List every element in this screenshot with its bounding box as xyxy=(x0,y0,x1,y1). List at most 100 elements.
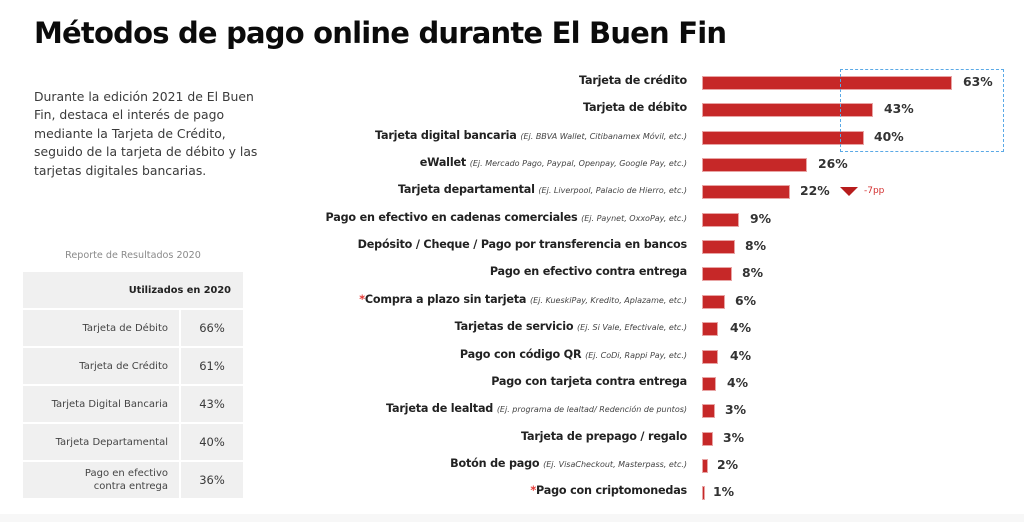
bar xyxy=(702,294,725,309)
bar xyxy=(702,267,732,282)
down-triangle-icon xyxy=(840,186,858,196)
value-label: 26% xyxy=(818,156,848,172)
asterisk-marker: * xyxy=(359,292,365,306)
category-label: Tarjetas de servicio (Ej. Si Vale, Efect… xyxy=(455,320,687,333)
chart-row: Tarjeta de crédito 63% xyxy=(270,73,1010,93)
category-example: (Ej. Liverpool, Palacio de Hierro, etc.) xyxy=(538,186,687,196)
category-label: eWallet (Ej. Mercado Pago, Paypal, Openp… xyxy=(420,156,687,169)
category-label: Tarjeta de lealtad (Ej. programa de leal… xyxy=(386,402,687,415)
value-label: 1% xyxy=(713,484,735,500)
report-row-label: Tarjeta Digital Bancaria xyxy=(23,386,181,424)
category-example: (Ej. KueskiPay, Kredito, Aplazame, etc.) xyxy=(529,295,687,305)
report-row-value: 61% xyxy=(181,348,243,386)
bottom-band xyxy=(0,514,1024,522)
category-name: Tarjeta de débito xyxy=(582,101,687,115)
report-row-label: Tarjeta Departamental xyxy=(23,424,181,462)
value-label: 3% xyxy=(723,429,745,445)
report-table-header: Utilizados en 2020 xyxy=(23,272,243,310)
highlight-box xyxy=(840,69,1004,152)
chart-row: Botón de pago (Ej. VisaCheckout, Masterp… xyxy=(270,456,1010,476)
page-title: Métodos de pago online durante El Buen F… xyxy=(34,16,727,50)
chart-row: Pago con tarjeta contra entrega 4% xyxy=(270,374,1010,394)
report-table: Utilizados en 2020 Tarjeta de Débito 66%… xyxy=(23,272,243,500)
chart-row: Pago en efectivo contra entrega 8% xyxy=(270,264,1010,284)
delta-label: -7pp xyxy=(864,186,885,196)
bar xyxy=(702,458,708,473)
chart-row: *Compra a plazo sin tarjeta (Ej. KueskiP… xyxy=(270,292,1010,312)
report-row-value: 66% xyxy=(181,310,243,348)
category-label: Tarjeta de débito xyxy=(583,101,687,114)
category-example: (Ej. Mercado Pago, Paypal, Openpay, Goog… xyxy=(469,159,687,169)
bar xyxy=(702,158,807,173)
value-label: 2% xyxy=(717,456,739,472)
value-label: 9% xyxy=(750,210,772,226)
chart-row: *Pago con criptomonedas 1% xyxy=(270,483,1010,503)
report-caption: Reporte de Resultados 2020 xyxy=(65,250,201,261)
bar xyxy=(702,431,713,446)
category-example: (Ej. Paynet, OxxoPay, etc.) xyxy=(581,213,687,223)
chart-row: eWallet (Ej. Mercado Pago, Paypal, Openp… xyxy=(270,155,1010,175)
category-name: Pago con código QR xyxy=(459,347,582,361)
category-label: Tarjeta digital bancaria (Ej. BBVA Walle… xyxy=(375,129,687,142)
chart-row: Pago en efectivo en cadenas comerciales … xyxy=(270,210,1010,230)
category-name: Tarjetas de servicio xyxy=(454,320,574,334)
report-row-value: 36% xyxy=(181,462,243,500)
chart-row: Depósito / Cheque / Pago por transferenc… xyxy=(270,237,1010,257)
value-label: 40% xyxy=(874,128,904,144)
value-label: 8% xyxy=(742,265,764,281)
value-label: 4% xyxy=(727,374,749,390)
category-example: (Ej. VisaCheckout, Masterpass, etc.) xyxy=(543,459,687,469)
bar xyxy=(702,103,873,118)
bar xyxy=(702,376,716,391)
category-label: Pago con tarjeta contra entrega xyxy=(491,375,687,388)
category-label: Pago en efectivo en cadenas comerciales … xyxy=(326,211,687,224)
value-label: 8% xyxy=(745,238,767,254)
chart-row: Tarjeta de lealtad (Ej. programa de leal… xyxy=(270,401,1010,421)
category-name: Tarjeta de lealtad xyxy=(386,402,494,416)
category-label: *Pago con criptomonedas xyxy=(530,484,687,497)
report-row-label: Tarjeta de Crédito xyxy=(23,348,181,386)
report-table-row: Tarjeta Departamental 40% xyxy=(23,424,243,462)
report-table-row: Pago en efectivo contra entrega 36% xyxy=(23,462,243,500)
chart-row: Tarjetas de servicio (Ej. Si Vale, Efect… xyxy=(270,319,1010,339)
category-example: (Ej. programa de lealtad/ Redención de p… xyxy=(496,405,687,415)
category-name: Tarjeta digital bancaria xyxy=(375,128,517,142)
value-label: 22% xyxy=(800,183,830,199)
category-label: Tarjeta de crédito xyxy=(579,74,687,87)
asterisk-marker: * xyxy=(530,484,537,498)
bar xyxy=(702,76,952,90)
value-label: 43% xyxy=(884,101,914,117)
intro-paragraph: Durante la edición 2021 de El Buen Fin, … xyxy=(34,89,258,178)
category-example: (Ej. BBVA Wallet, Citibanamex Móvil, etc… xyxy=(520,131,687,141)
category-label: Pago con código QR (Ej. CoDi, Rappi Pay,… xyxy=(460,348,687,361)
chart-row: Tarjeta digital bancaria (Ej. BBVA Walle… xyxy=(270,128,1010,148)
value-label: 4% xyxy=(730,347,752,363)
value-label: 3% xyxy=(725,402,747,418)
category-name: Pago en efectivo en cadenas comerciales xyxy=(325,210,578,224)
report-row-value: 43% xyxy=(181,386,243,424)
delta-annotation: -7pp xyxy=(840,186,884,196)
category-label: Pago en efectivo contra entrega xyxy=(490,265,687,278)
category-name: Pago en efectivo contra entrega xyxy=(489,265,687,279)
value-label: 4% xyxy=(730,320,752,336)
chart-row: Tarjeta departamental (Ej. Liverpool, Pa… xyxy=(270,182,1010,202)
bar xyxy=(702,486,705,501)
category-name: Pago con tarjeta contra entrega xyxy=(491,374,687,388)
value-label: 63% xyxy=(963,74,993,89)
category-name: Depósito / Cheque / Pago por transferenc… xyxy=(357,238,688,252)
report-table-row: Tarjeta Digital Bancaria 43% xyxy=(23,386,243,424)
bar xyxy=(702,404,715,419)
category-example: (Ej. Si Vale, Efectivale, etc.) xyxy=(577,323,687,333)
bar xyxy=(702,240,735,255)
bar xyxy=(702,349,718,364)
value-label: 6% xyxy=(735,292,757,308)
report-table-header-row: Utilizados en 2020 xyxy=(23,272,243,310)
report-row-label: Pago en efectivo contra entrega xyxy=(23,462,181,500)
chart-row: Tarjeta de débito 43% xyxy=(270,100,1010,120)
category-example: (Ej. CoDi, Rappi Pay, etc.) xyxy=(585,350,687,360)
category-name: Tarjeta de crédito xyxy=(579,74,687,87)
category-label: *Compra a plazo sin tarjeta (Ej. KueskiP… xyxy=(359,293,687,306)
bar xyxy=(702,130,864,145)
category-label: Tarjeta de prepago / regalo xyxy=(521,430,687,443)
report-table-row: Tarjeta de Crédito 61% xyxy=(23,348,243,386)
